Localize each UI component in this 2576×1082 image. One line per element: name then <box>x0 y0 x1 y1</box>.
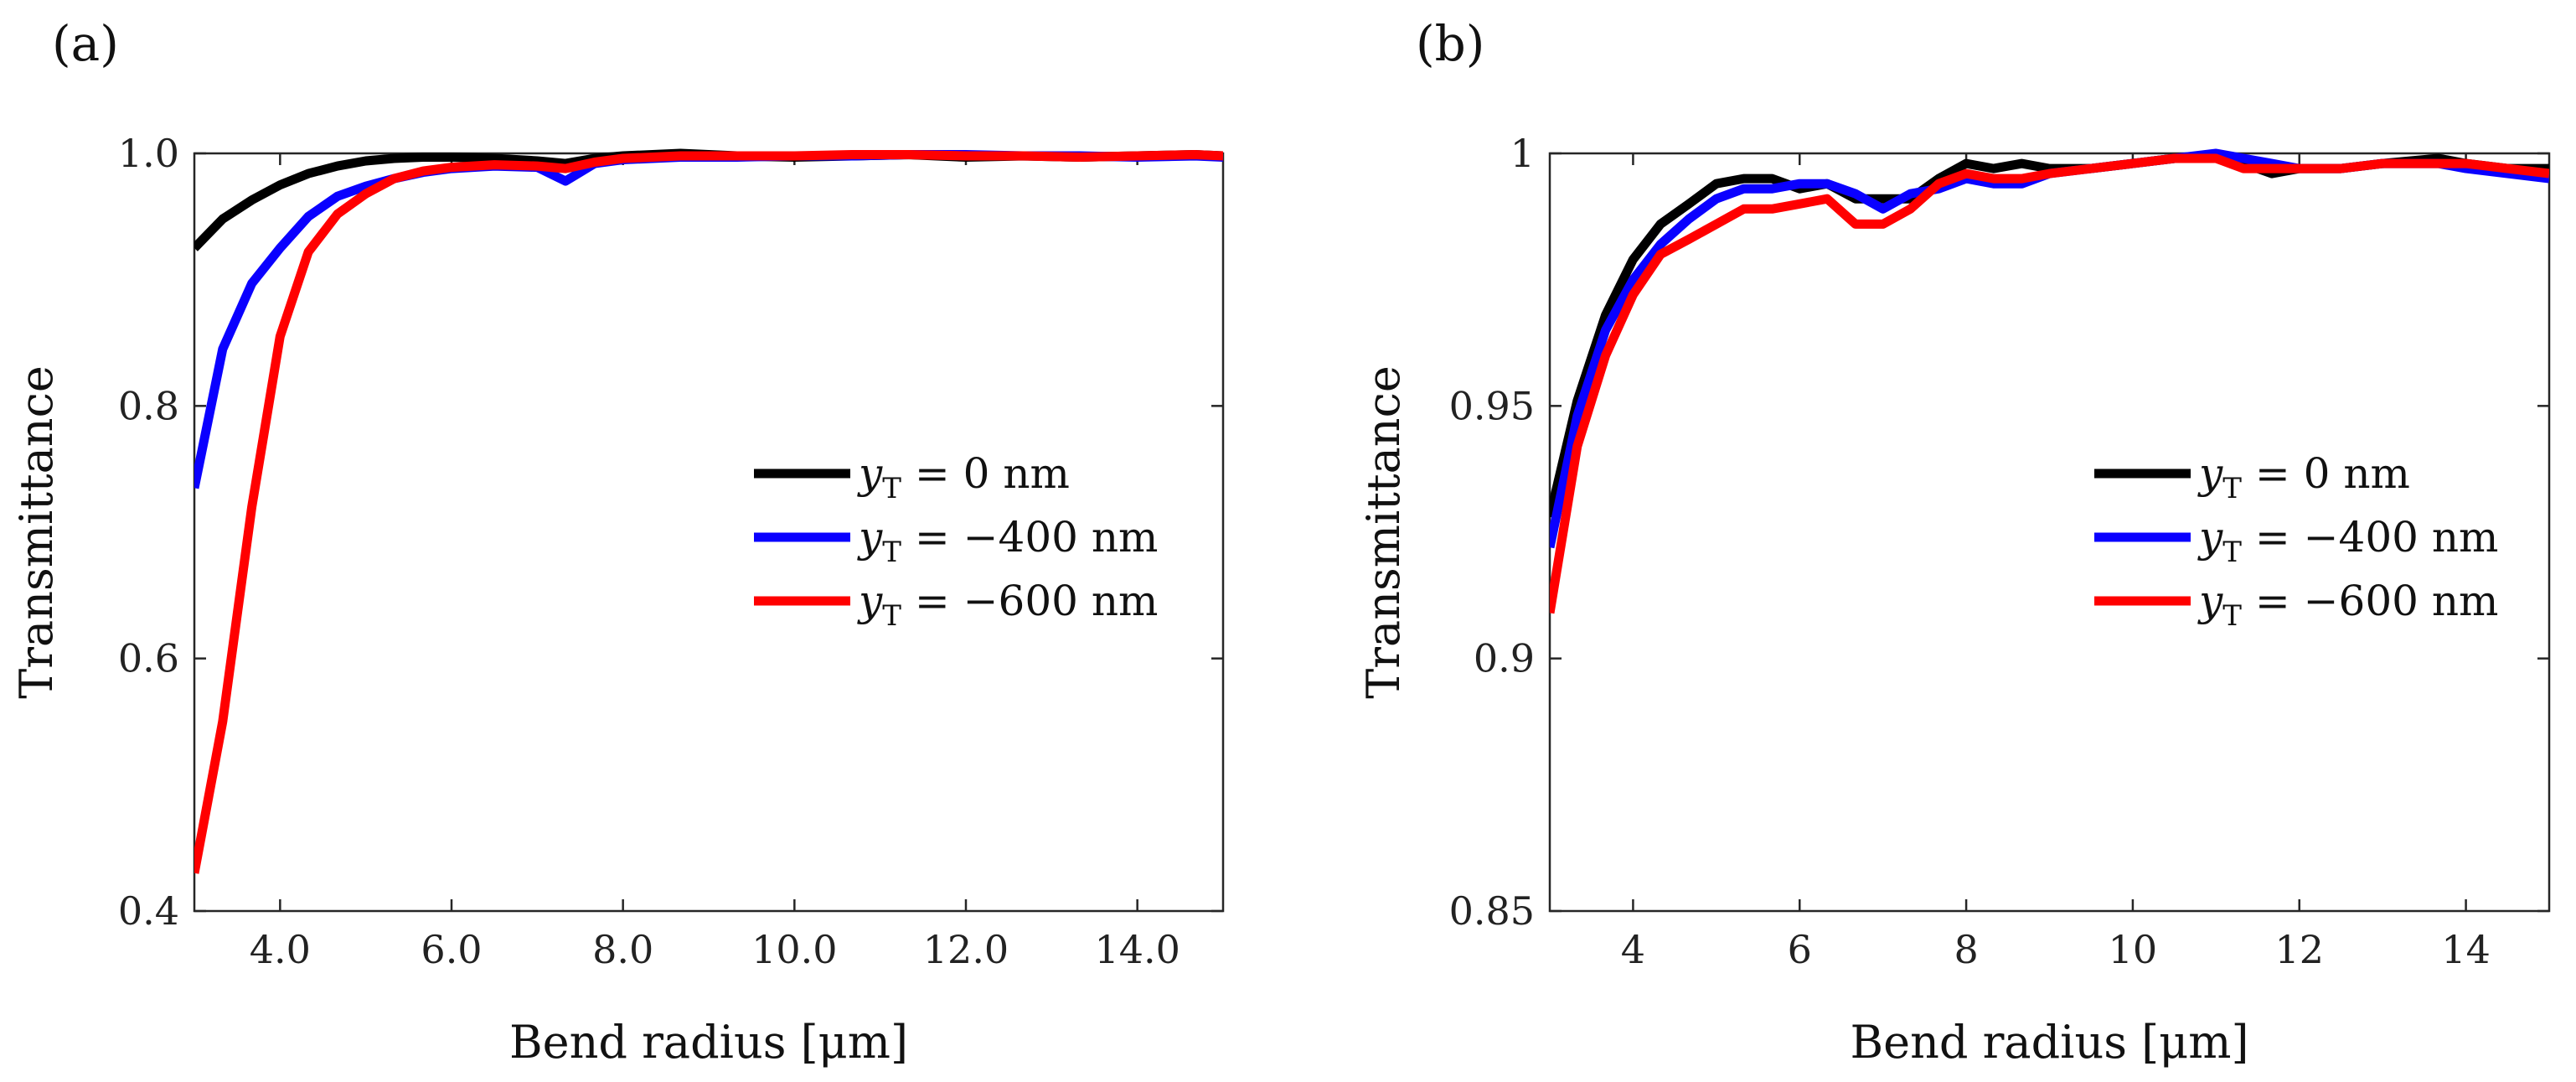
legend-label: yT = −600 nm <box>2197 577 2498 633</box>
legend-label: yT = −400 nm <box>2197 513 2498 569</box>
y-axis-label: Transmittance <box>10 365 63 699</box>
panel-b: (b) 4 6 8 10 12 14 0.85 0.9 0.95 1 Bend radius [μm]… <box>1357 15 2551 1069</box>
legend-sub: T <box>2222 599 2242 633</box>
x-tick-label: 6 <box>1788 927 1812 972</box>
legend-rest: = −600 nm <box>901 577 1159 625</box>
x-tick-label: 10 <box>2109 927 2158 972</box>
y-tick-label: 0.95 <box>1449 383 1535 428</box>
legend-rest: = 0 nm <box>2242 449 2410 498</box>
legend-label: yT = 0 nm <box>857 449 1070 505</box>
legend-var: y <box>857 449 883 498</box>
x-tick-label: 4 <box>1621 927 1645 972</box>
y-axis-label: Transmittance <box>1357 365 1410 699</box>
legend-sub: T <box>882 472 901 505</box>
x-tick-label: 8.0 <box>592 927 653 972</box>
y-tick-label: 0.4 <box>118 888 179 934</box>
panel-label: (b) <box>1416 15 1484 72</box>
y-tick-label: 1.0 <box>118 131 179 176</box>
x-tick-label: 14 <box>2441 927 2491 972</box>
legend-sub: T <box>882 599 901 633</box>
legend-label: yT = −400 nm <box>857 513 1158 569</box>
legend-rest: = −600 nm <box>2242 577 2499 625</box>
legend-rest: = −400 nm <box>2242 513 2499 562</box>
legend-rest: = 0 nm <box>901 449 1070 498</box>
series-line <box>1550 153 2549 614</box>
y-tick-label: 0.8 <box>118 383 179 428</box>
series-line <box>194 150 1223 874</box>
x-tick-label: 8 <box>1954 927 1978 972</box>
legend-rest: = −400 nm <box>901 513 1159 562</box>
legend-var: y <box>2197 449 2223 498</box>
legend-label: yT = 0 nm <box>2197 449 2410 505</box>
y-tick-label: 1 <box>1510 131 1535 176</box>
x-axis-label: Bend radius [μm] <box>1850 1016 2248 1069</box>
y-tick-label: 0.85 <box>1449 888 1535 934</box>
legend-sub: T <box>882 536 901 569</box>
panel-a: (a) 4.0 6.0 8.0 10.0 12.0 14.0 0.4 0.6 0.8 1.0 Bend… <box>10 15 1225 1069</box>
legend-var: y <box>857 577 883 625</box>
x-tick-label: 12.0 <box>923 927 1009 972</box>
y-tick-label: 0.6 <box>118 636 179 681</box>
legend-sub: T <box>2222 536 2242 569</box>
legend-sub: T <box>2222 472 2242 505</box>
x-tick-label: 10.0 <box>751 927 837 972</box>
x-tick-label: 12 <box>2274 927 2324 972</box>
legend-var: y <box>857 513 883 562</box>
legend-label: yT = −600 nm <box>857 577 1158 633</box>
y-tick-label: 0.9 <box>1474 636 1535 681</box>
x-tick-label: 4.0 <box>250 927 311 972</box>
legend-var: y <box>2197 513 2223 562</box>
panel-label: (a) <box>52 15 119 72</box>
legend-var: y <box>2197 577 2223 625</box>
x-axis-label: Bend radius [μm] <box>509 1016 908 1069</box>
x-tick-label: 14.0 <box>1094 927 1180 972</box>
x-tick-label: 6.0 <box>421 927 482 972</box>
